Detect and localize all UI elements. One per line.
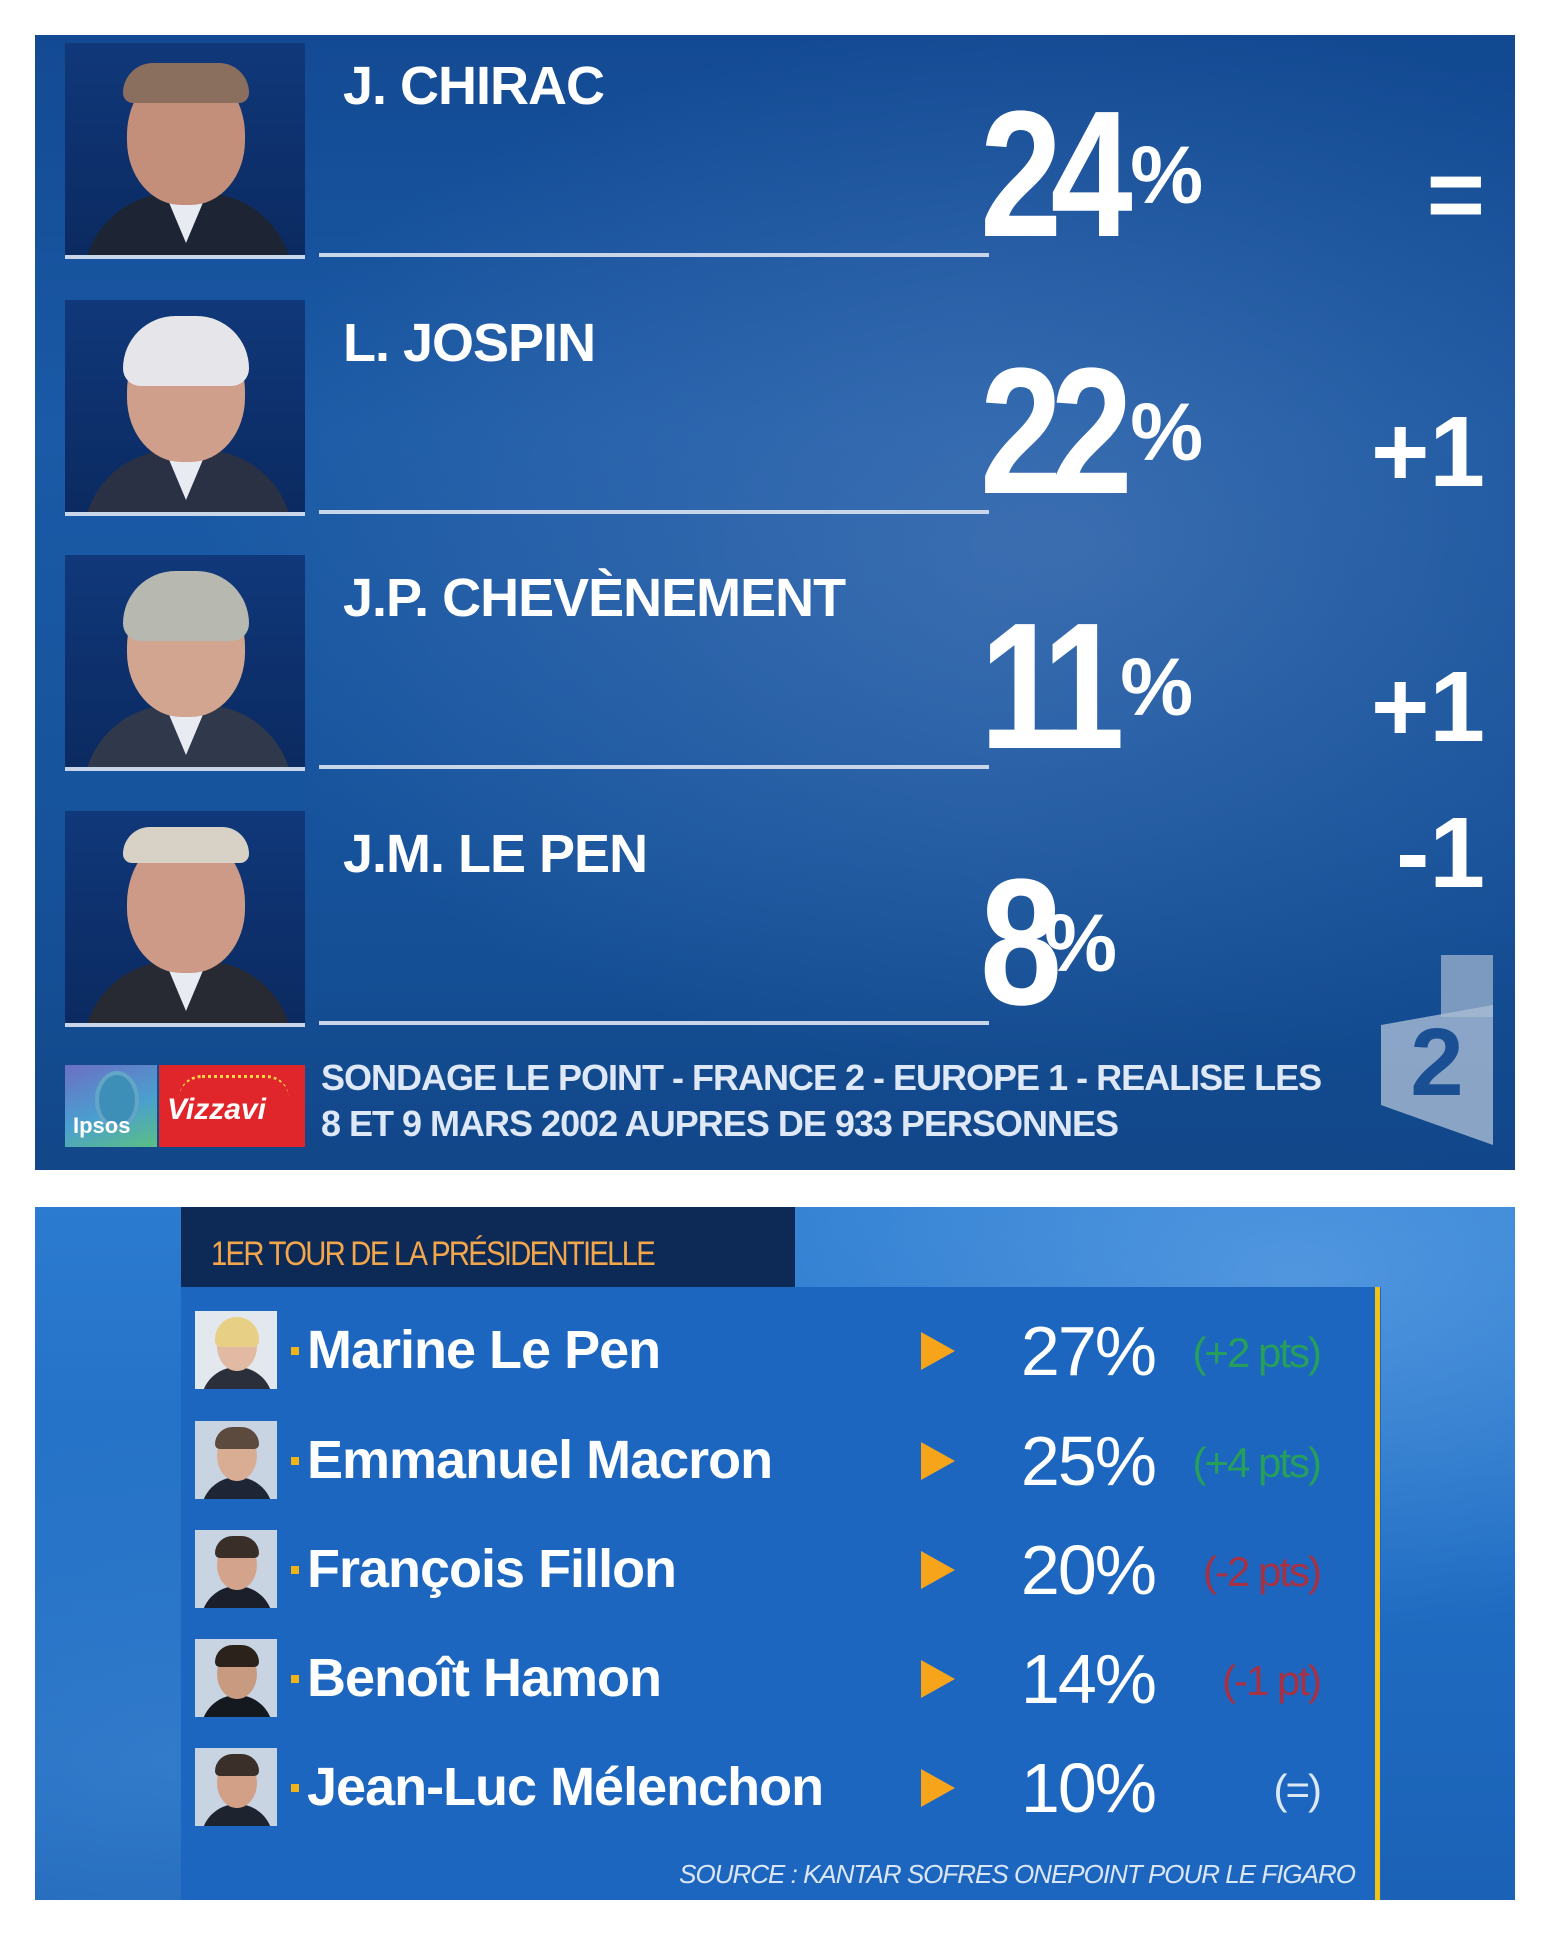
- arrow-icon: [921, 1660, 955, 1698]
- divider: [319, 510, 989, 514]
- candidate-photo: [195, 1530, 277, 1608]
- vizzavi-logo: Vizzavi: [159, 1065, 305, 1147]
- arrow-icon: [921, 1551, 955, 1589]
- trend-change: (-1 pt): [1221, 1657, 1322, 1704]
- candidate-name: Marine Le Pen: [307, 1320, 661, 1380]
- divider: [319, 765, 989, 769]
- candidate-percentage: 22 %: [980, 331, 1204, 532]
- france2-logo: 2: [1381, 955, 1493, 1145]
- candidate-name: J.P. CHEVÈNEMENT: [343, 568, 846, 628]
- header-banner: 1ER TOUR DE LA PRÉSIDENTIELLE: [181, 1207, 795, 1287]
- candidate-name: L. JOSPIN: [343, 313, 596, 373]
- candidate-percentage: 10%: [1020, 1749, 1157, 1827]
- bullet: [291, 1784, 299, 1792]
- candidate-percentage: 14%: [1020, 1640, 1157, 1718]
- trend-change: (-2 pts): [1202, 1548, 1322, 1595]
- header-title: 1ER TOUR DE LA PRÉSIDENTIELLE: [211, 1235, 656, 1273]
- svg-text:2: 2: [1410, 1009, 1463, 1116]
- candidate-photo: [65, 43, 305, 259]
- sponsor-logos: Ipsos Vizzavi: [65, 1065, 305, 1147]
- poll-source: SOURCE : KANTAR SOFRES ONEPOINT POUR LE …: [679, 1859, 1356, 1889]
- candidate-name: J.M. LE PEN: [343, 824, 648, 884]
- candidate-percentage: 8 %: [980, 842, 1118, 1043]
- divider: [319, 1021, 989, 1025]
- bullet: [291, 1457, 299, 1465]
- trend-change: (=): [1273, 1766, 1323, 1813]
- candidate-row: L. JOSPIN 22 % +1: [35, 292, 1515, 547]
- arrow-icon: [921, 1442, 955, 1480]
- poll-source: SONDAGE LE POINT - FRANCE 2 - EUROPE 1 -…: [321, 1057, 1322, 1144]
- arrow-icon: [921, 1332, 955, 1370]
- candidate-row: J.P. CHEVÈNEMENT 11 % +1: [35, 547, 1515, 802]
- candidate-row: Emmanuel Macron 25% (+4 pts): [195, 1415, 1375, 1513]
- candidate-row: Benoît Hamon 14% (-1 pt): [195, 1633, 1375, 1731]
- results-box: [181, 1287, 1381, 1900]
- candidate-photo: [195, 1421, 277, 1499]
- candidate-photo: [65, 300, 305, 516]
- candidate-name: Jean-Luc Mélenchon: [307, 1757, 824, 1817]
- candidate-name: Emmanuel Macron: [307, 1430, 773, 1490]
- poll-panel-2002: J. CHIRAC 24 % = L. JOSPIN 22 % +1 J.P. …: [35, 35, 1515, 1170]
- candidate-percentage: 27%: [1020, 1312, 1157, 1390]
- candidate-photo: [195, 1639, 277, 1717]
- candidate-percentage: 24 %: [980, 74, 1204, 275]
- bullet: [291, 1347, 299, 1355]
- trend-change: (+4 pts): [1192, 1439, 1322, 1486]
- trend-change: +1: [1370, 651, 1485, 763]
- trend-change: (+2 pts): [1192, 1329, 1322, 1376]
- candidate-name: J. CHIRAC: [343, 56, 605, 116]
- candidate-name: Benoît Hamon: [307, 1648, 662, 1708]
- divider: [319, 253, 989, 257]
- bullet: [291, 1675, 299, 1683]
- candidate-name: François Fillon: [307, 1539, 677, 1599]
- trend-change: +1: [1370, 396, 1485, 508]
- accent-bar: [1375, 1287, 1380, 1900]
- ipsos-logo: Ipsos: [65, 1065, 157, 1147]
- candidate-photo: [195, 1311, 277, 1389]
- candidate-row: J. CHIRAC 24 % =: [35, 35, 1515, 290]
- candidate-row: Marine Le Pen 27% (+2 pts): [195, 1305, 1375, 1403]
- candidate-row: Jean-Luc Mélenchon 10% (=): [195, 1742, 1375, 1840]
- bullet: [291, 1566, 299, 1574]
- trend-change: -1: [1396, 797, 1485, 909]
- candidate-photo: [65, 811, 305, 1027]
- trend-change: =: [1426, 139, 1485, 251]
- background-haze: [975, 35, 1515, 1170]
- candidate-percentage: 11 %: [980, 586, 1194, 787]
- candidate-photo: [195, 1748, 277, 1826]
- candidate-row: François Fillon 20% (-2 pts): [195, 1524, 1375, 1622]
- candidate-row: J.M. LE PEN 8 % -1: [35, 803, 1515, 1058]
- candidate-percentage: 25%: [1020, 1422, 1157, 1500]
- poll-panel-2017: 1ER TOUR DE LA PRÉSIDENTIELLE Marine Le …: [35, 1207, 1515, 1900]
- arrow-icon: [921, 1769, 955, 1807]
- candidate-photo: [65, 555, 305, 771]
- candidate-percentage: 20%: [1020, 1531, 1157, 1609]
